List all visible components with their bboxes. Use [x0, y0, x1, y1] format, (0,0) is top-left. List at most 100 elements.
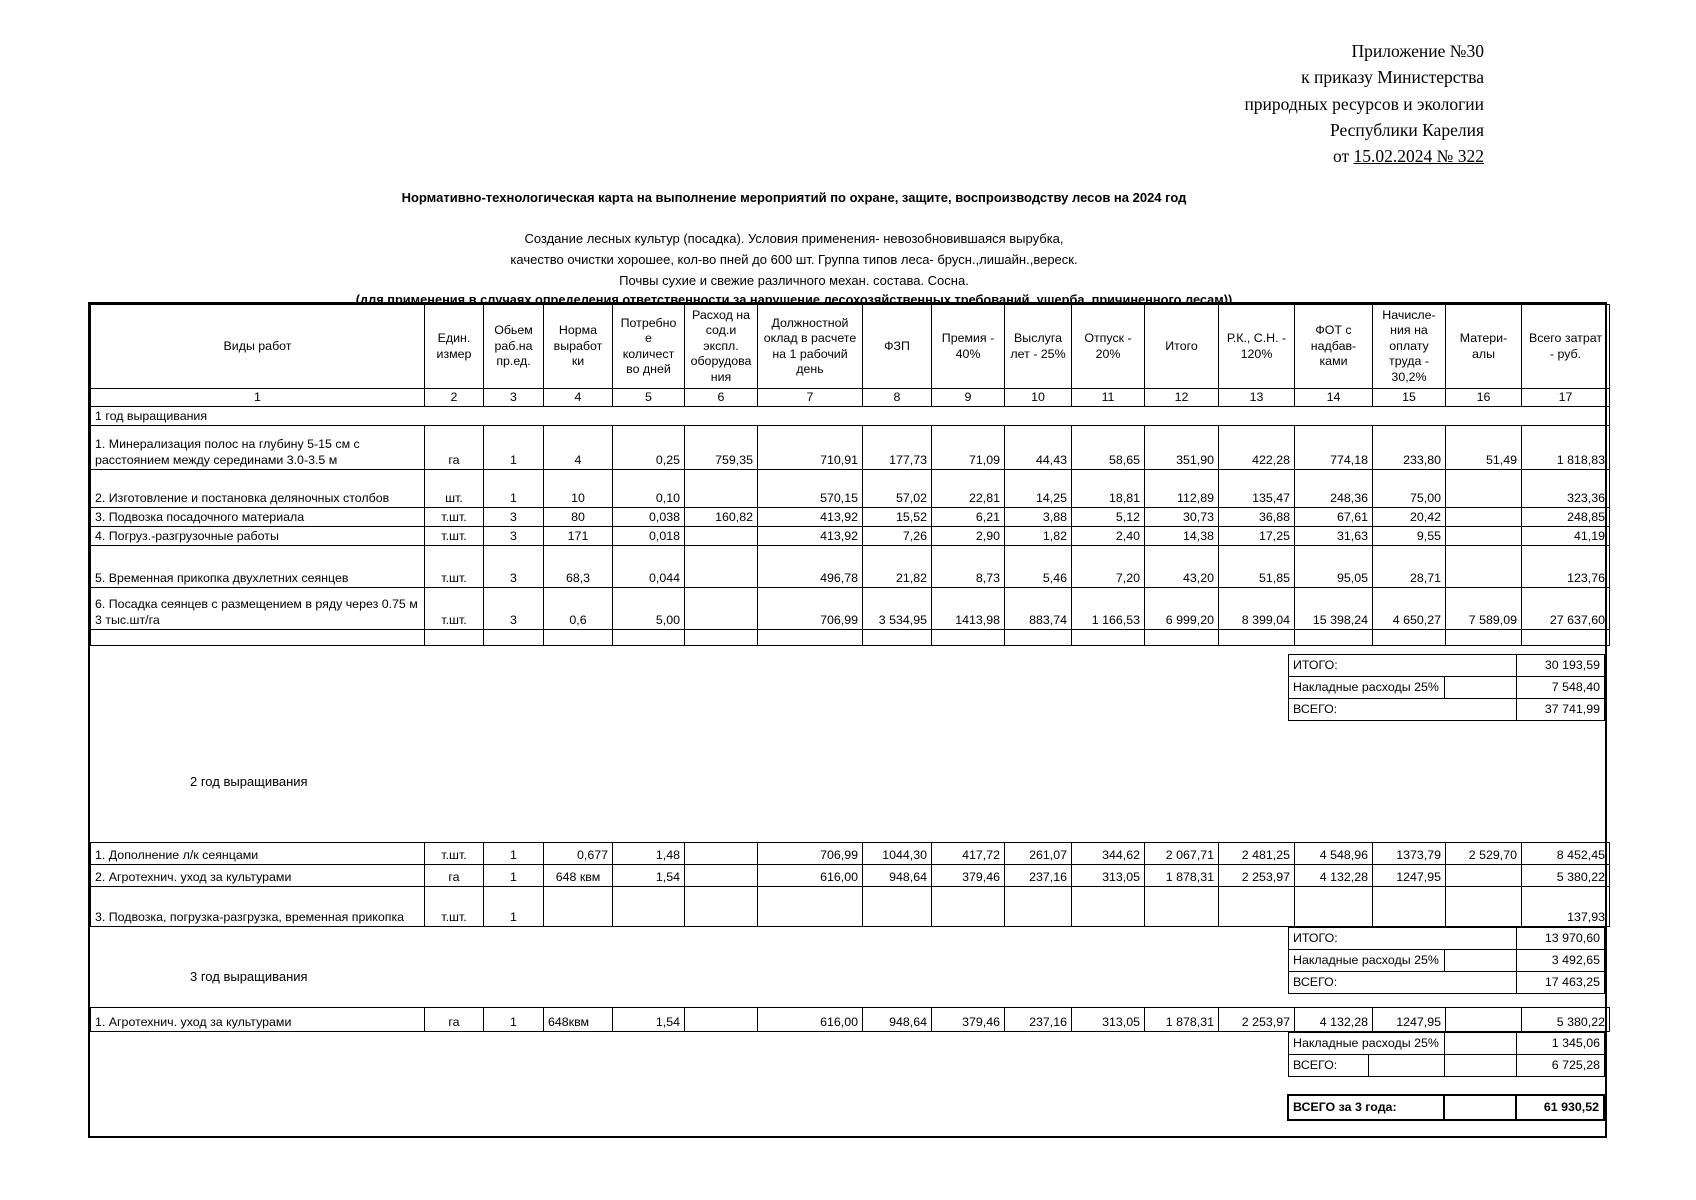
work-row: 5. Временная прикопка двухлетних сеянцев… [90, 545, 1610, 589]
col-num-cell: 10 [1004, 388, 1072, 407]
cell: 3. Подвозка посадочного материала [90, 507, 425, 528]
cell: 14,38 [1144, 526, 1219, 547]
cell: 616,00 [757, 864, 863, 888]
cell [90, 629, 425, 647]
cell: 351,90 [1144, 425, 1219, 471]
cell [684, 587, 758, 631]
cell: 1 818,83 [1521, 425, 1610, 471]
cell [1004, 629, 1072, 647]
cell: 261,07 [1004, 842, 1072, 866]
cell: 706,99 [757, 587, 863, 631]
cell [684, 526, 758, 547]
cell: 112,89 [1144, 469, 1219, 509]
col-header-cell: Обьем раб.на пр.ед. [483, 304, 544, 389]
work-row: 4. Погруз.-разгрузочные работы т.шт. 3 1… [90, 526, 1610, 547]
cell: 5,12 [1071, 507, 1145, 528]
cell: 1,48 [612, 842, 685, 866]
col-header-cell: Начисле- ния на оплату труда - 30,2% [1372, 304, 1446, 389]
section-title: 1 год выращивания [90, 405, 1610, 427]
cell: 36,88 [1218, 507, 1295, 528]
cell: 3 [483, 507, 544, 528]
subtitle-line: Создание лесных культур (посадка). Услов… [524, 231, 1064, 246]
cell: 1 [483, 886, 544, 928]
cell: 28,71 [1372, 545, 1446, 589]
cell [684, 469, 758, 509]
cell [1445, 864, 1522, 888]
totals-row: ВСЕГО за 3 года: 61 930,52 [1287, 1094, 1605, 1122]
col-header-cell: ФЗП [862, 304, 932, 389]
totals-label: ВСЕГО: [1288, 971, 1517, 995]
totals-value: 3 492,65 [1516, 949, 1605, 973]
column-header-row: Виды работ Един. измер Обьем раб.на пр.е… [90, 304, 1610, 389]
approval-date-prefix: от [1333, 146, 1354, 166]
col-num-cell: 3 [483, 388, 544, 407]
cell: 15,52 [862, 507, 932, 528]
col-num-cell: 9 [931, 388, 1005, 407]
cell: 6 999,20 [1144, 587, 1219, 631]
col-header-cell: Норма выработ ки [543, 304, 613, 389]
totals-row: ВСЕГО: 6 725,28 [1288, 1054, 1605, 1078]
cell: 137,93 [1521, 886, 1610, 928]
work-row: 3. Подвозка, погрузка-разгрузка, временн… [90, 886, 1610, 928]
cost-table-section1: Виды работ Един. измер Обьем раб.на пр.е… [90, 304, 1610, 647]
cell: 7 589,09 [1445, 587, 1522, 631]
cell: 1 166,53 [1071, 587, 1145, 631]
cell: 10 [543, 469, 613, 509]
cell: 237,16 [1004, 1007, 1072, 1033]
totals-label: ИТОГО: [1288, 927, 1517, 951]
col-num-cell: 11 [1071, 388, 1145, 407]
cell [1445, 469, 1522, 509]
cell: 0,044 [612, 545, 685, 589]
cell: 0,25 [612, 425, 685, 471]
totals-label: Накладные расходы 25% [1288, 676, 1445, 700]
col-header-cell: Итого [1144, 304, 1219, 389]
cell: 5. Временная прикопка двухлетних сеянцев [90, 545, 425, 589]
cell: 1 [483, 425, 544, 471]
cell: 6. Посадка сеянцев с размещением в ряду … [90, 587, 425, 631]
totals-value: 17 463,25 [1516, 971, 1605, 995]
col-header-cell: Расход на сод.и экспл. оборудова ния [684, 304, 758, 389]
cell: га [424, 1007, 484, 1033]
work-row: 1. Агротехнич. уход за культурами га 1 6… [90, 1007, 1610, 1033]
col-num-cell: 12 [1144, 388, 1219, 407]
year1-totals-block: ИТОГО: 30 193,59 Накладные расходы 25% 7… [1288, 654, 1605, 722]
totals-value: 30 193,59 [1516, 654, 1605, 678]
cell: 2 067,71 [1144, 842, 1219, 866]
cell: 2 253,97 [1218, 864, 1295, 888]
cell: 1,54 [612, 864, 685, 888]
cell: 30,73 [1144, 507, 1219, 528]
cell: 15 398,24 [1294, 587, 1373, 631]
col-num-cell: 8 [862, 388, 932, 407]
grand-total-row: ВСЕГО за 3 года: 61 930,52 [1287, 1094, 1605, 1122]
cell: 67,61 [1294, 507, 1373, 528]
cell: 5,46 [1004, 545, 1072, 589]
cell: 21,82 [862, 545, 932, 589]
cell: 8 399,04 [1218, 587, 1295, 631]
year2-totals-zone: ИТОГО: 13 970,60 Накладные расходы 25% 3… [90, 927, 1605, 1007]
col-header-cell: Премия - 40% [931, 304, 1005, 389]
cell: 43,20 [1144, 545, 1219, 589]
totals-row: Накладные расходы 25% 3 492,65 [1288, 949, 1605, 973]
approval-date-number: 15.02.2024 № 322 [1353, 146, 1484, 166]
cell: 948,64 [862, 864, 932, 888]
cell [1144, 886, 1219, 928]
cell [1445, 507, 1522, 528]
totals-label: ВСЕГО: [1288, 1054, 1369, 1078]
totals-value: 37 741,99 [1516, 698, 1605, 722]
cell [1444, 949, 1517, 973]
cell: 31,63 [1294, 526, 1373, 547]
cell: 248,85 [1521, 507, 1610, 528]
cell: 4. Погруз.-разгрузочные работы [90, 526, 425, 547]
col-header-cell: Отпуск - 20% [1071, 304, 1145, 389]
col-header-cell: Всего затрат - руб. [1521, 304, 1610, 389]
approval-line: Приложение №30 [1351, 41, 1485, 61]
cell: 22,81 [931, 469, 1005, 509]
cell: 413,92 [757, 526, 863, 547]
cell [931, 629, 1005, 647]
cell: 1 [483, 469, 544, 509]
cell: 8 452,45 [1521, 842, 1610, 866]
approval-line: природных ресурсов и экологии [1244, 93, 1484, 114]
cell: 774,18 [1294, 425, 1373, 471]
cell: 135,47 [1218, 469, 1295, 509]
cell: 6,21 [931, 507, 1005, 528]
